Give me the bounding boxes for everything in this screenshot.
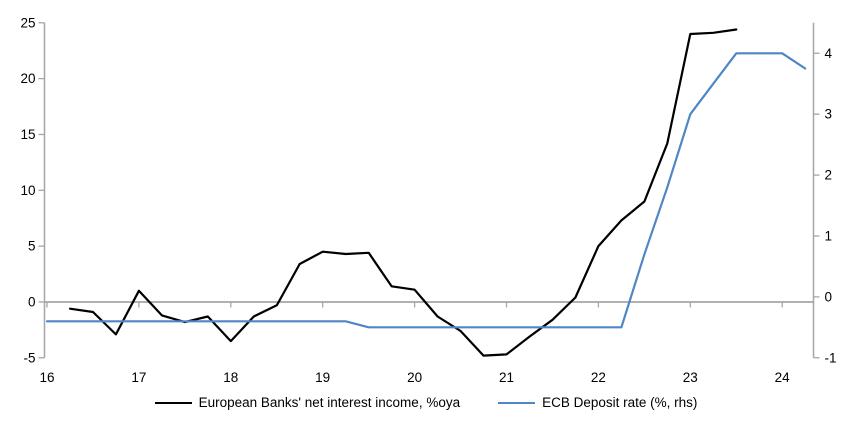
x-axis-tick-label: 23 — [683, 370, 698, 385]
x-axis-tick-label: 20 — [407, 370, 422, 385]
left-axis-tick-label: 20 — [20, 71, 35, 86]
left-axis-tick-label: 10 — [20, 183, 35, 198]
black-line-swatch — [154, 401, 192, 404]
left-axis-tick-label: 15 — [20, 127, 35, 142]
ecb-deposit-rate-line — [45, 52, 807, 329]
blue-line-swatch — [498, 401, 536, 404]
x-axis-tick-label: 24 — [775, 370, 791, 385]
right-axis-tick-label: 1 — [825, 228, 833, 243]
x-axis-tick-label: 21 — [499, 370, 514, 385]
x-axis-tick-label: 19 — [315, 370, 330, 385]
right-axis-tick-label: 2 — [825, 168, 833, 183]
left-axis-tick-label: -5 — [23, 350, 35, 365]
right-axis-tick-label: 3 — [825, 107, 833, 122]
x-axis-tick-label: 17 — [131, 370, 146, 385]
right-axis-tick-label: -1 — [825, 350, 837, 365]
x-axis-tick-label: 18 — [223, 370, 238, 385]
right-axis-tick-label: 0 — [825, 289, 833, 304]
chart-legend: European Banks' net interest income, %oy… — [0, 395, 852, 410]
legend-label: ECB Deposit rate (%, rhs) — [542, 395, 698, 410]
right-axis-tick-label: 4 — [825, 46, 833, 61]
legend-label: European Banks' net interest income, %oy… — [198, 395, 461, 410]
left-axis-tick-label: 0 — [28, 294, 36, 309]
x-axis-tick-label: 16 — [39, 370, 54, 385]
legend-item-net-interest-income: European Banks' net interest income, %oy… — [154, 395, 461, 410]
x-axis-tick-label: 22 — [591, 370, 606, 385]
legend-item-ecb-deposit-rate: ECB Deposit rate (%, rhs) — [498, 395, 697, 410]
left-axis-tick-label: 25 — [20, 15, 35, 30]
left-axis-tick-label: 5 — [28, 239, 36, 254]
net-interest-income-line — [68, 28, 738, 357]
